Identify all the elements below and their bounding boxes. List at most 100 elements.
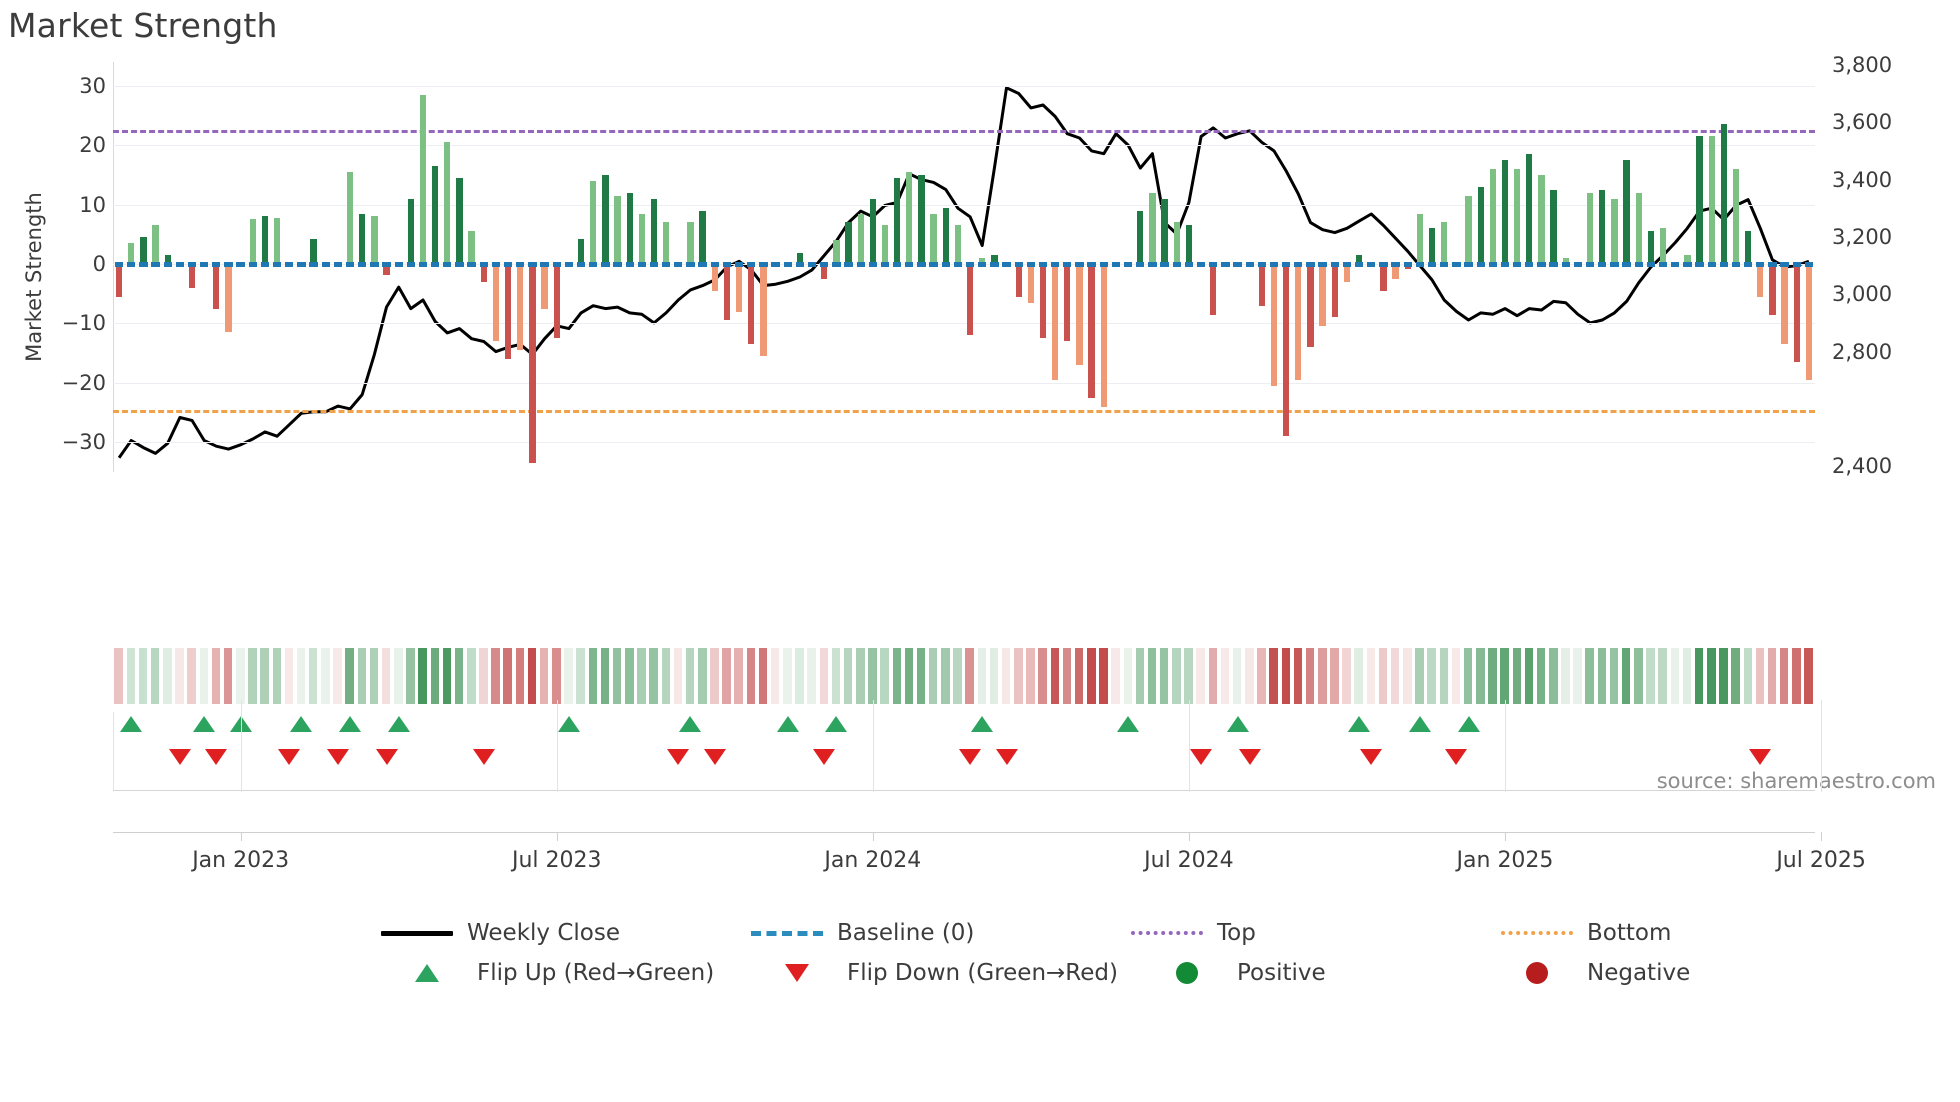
baseline-marker <box>1403 262 1412 268</box>
flip-down-marker-row <box>113 745 1815 771</box>
baseline-marker <box>686 262 695 268</box>
baseline-marker <box>807 262 817 268</box>
heatmap-cell <box>965 648 974 704</box>
heatmap-cell <box>199 648 209 704</box>
legend-item[interactable]: Bottom <box>1500 918 1671 948</box>
heatmap-cell <box>1634 648 1643 704</box>
heatmap-cell <box>673 648 683 704</box>
legend-item[interactable]: Baseline (0) <box>750 918 974 948</box>
legend-item[interactable]: Flip Up (Red→Green) <box>390 958 714 988</box>
baseline-marker <box>1695 262 1704 268</box>
heatmap-cell <box>430 648 440 704</box>
legend-item[interactable]: Weekly Close <box>380 918 620 948</box>
legend-item[interactable]: Negative <box>1500 958 1690 988</box>
strength-bar <box>1137 210 1144 265</box>
strength-bar <box>869 198 876 265</box>
strength-bar <box>748 264 755 345</box>
strength-bar <box>1210 264 1217 315</box>
gridline <box>113 323 1815 325</box>
heatmap-cell <box>1281 648 1291 704</box>
strength-bar <box>1149 192 1156 265</box>
marker-row-gridline <box>1188 700 1190 792</box>
flip-up-swatch <box>415 964 439 982</box>
heatmap-cell <box>1305 648 1315 704</box>
heatmap-cell <box>138 648 148 704</box>
heatmap-cell <box>710 648 719 704</box>
heatmap-cell <box>1415 648 1424 704</box>
baseline-marker <box>1756 262 1765 268</box>
strength-heatmap-strip <box>113 648 1815 704</box>
baseline-marker <box>892 262 902 268</box>
heatmap-cell <box>758 648 768 704</box>
strength-bar <box>140 237 147 265</box>
baseline-marker <box>333 262 343 268</box>
strength-bar <box>492 264 500 342</box>
heatmap-cell <box>612 648 622 704</box>
strength-bar <box>346 171 354 265</box>
baseline-marker <box>771 262 780 268</box>
baseline-marker <box>443 262 452 268</box>
x-axis-tick-label: Jan 2025 <box>1456 848 1554 873</box>
legend-item[interactable]: Top <box>1130 918 1256 948</box>
strength-bar <box>614 195 621 265</box>
heatmap-cell <box>734 648 743 704</box>
baseline-marker <box>1525 262 1534 268</box>
baseline-marker <box>516 262 525 268</box>
flip-up-marker <box>825 716 848 732</box>
legend-item[interactable]: Flip Down (Green→Red) <box>760 958 1118 988</box>
baseline-marker <box>1415 262 1425 268</box>
strength-bar <box>1659 228 1667 265</box>
heatmap-cell <box>916 648 926 704</box>
baseline-marker <box>1196 262 1206 268</box>
strength-bar <box>602 174 609 265</box>
strength-bar <box>906 171 913 265</box>
baseline-marker <box>1585 262 1595 268</box>
baseline-marker <box>1549 262 1558 268</box>
heatmap-cell <box>1159 648 1169 704</box>
strength-bar <box>1307 264 1314 348</box>
heatmap-cell <box>892 648 902 704</box>
baseline-marker <box>601 262 610 268</box>
flip-down-swatch <box>785 964 809 982</box>
strength-bar <box>1781 264 1788 345</box>
baseline-marker <box>1123 262 1133 268</box>
strength-bar <box>1173 222 1180 265</box>
gridline <box>113 382 1815 384</box>
strength-bar <box>371 216 378 265</box>
heatmap-cell <box>1269 648 1278 704</box>
heatmap-cell <box>1354 648 1363 704</box>
heatmap-cell <box>1682 648 1692 704</box>
strength-bar <box>1064 264 1071 342</box>
baseline-marker <box>844 262 853 268</box>
strength-bar <box>1769 264 1776 315</box>
top-threshold-line <box>113 130 1815 134</box>
legend-swatch <box>390 962 464 984</box>
strength-bar <box>359 213 366 265</box>
baseline-marker <box>1768 262 1777 268</box>
heatmap-cell <box>1536 648 1546 704</box>
flip-down-marker <box>205 749 228 765</box>
baseline-marker <box>564 262 574 268</box>
baseline-marker <box>1294 262 1303 268</box>
heatmap-cell <box>1755 648 1765 704</box>
baseline-marker <box>589 262 598 268</box>
lower-left-spine <box>113 712 114 790</box>
heatmap-cell <box>418 648 427 704</box>
heatmap-cell <box>625 648 634 704</box>
baseline-marker <box>127 262 136 268</box>
baseline-marker <box>953 262 963 268</box>
baseline-marker <box>1282 262 1291 268</box>
x-axis-tick-mark <box>872 832 874 841</box>
heatmap-cell <box>576 648 585 704</box>
strength-bar <box>1380 264 1387 291</box>
heatmap-cell <box>1050 648 1060 704</box>
flip-up-marker <box>1226 716 1249 732</box>
baseline-marker <box>224 262 233 268</box>
baseline-marker <box>965 262 975 268</box>
legend-item[interactable]: Positive <box>1150 958 1326 988</box>
baseline-marker <box>1464 262 1473 268</box>
heatmap-cell <box>868 648 877 704</box>
legend-swatch <box>1500 922 1574 944</box>
strength-bar <box>310 239 317 265</box>
strength-bar <box>1076 264 1083 366</box>
